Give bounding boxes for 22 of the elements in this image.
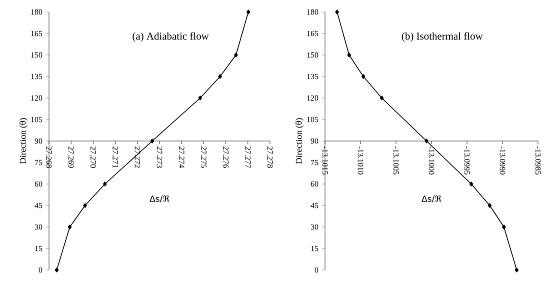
text: (a) Adiabatic flow [132, 32, 209, 42]
point [234, 52, 238, 58]
point [54, 268, 59, 272]
point [502, 224, 506, 230]
point [347, 52, 352, 58]
point [335, 10, 339, 14]
text: (b) Isothermal flow [402, 32, 483, 42]
point [380, 96, 384, 100]
point [361, 74, 366, 79]
point [198, 96, 202, 100]
point [68, 224, 72, 230]
y-axis-title: Direction (θ) [20, 118, 28, 164]
point [103, 182, 107, 186]
x-axis-title: Δs/ℜ [150, 195, 170, 203]
point [218, 74, 222, 79]
point [514, 268, 519, 272]
point [83, 203, 87, 208]
point [246, 10, 250, 14]
x-axis-title: Δs/ℜ [422, 195, 442, 203]
point [469, 182, 474, 186]
point [488, 203, 492, 208]
y-axis-title: Direction (θ) [296, 118, 304, 164]
